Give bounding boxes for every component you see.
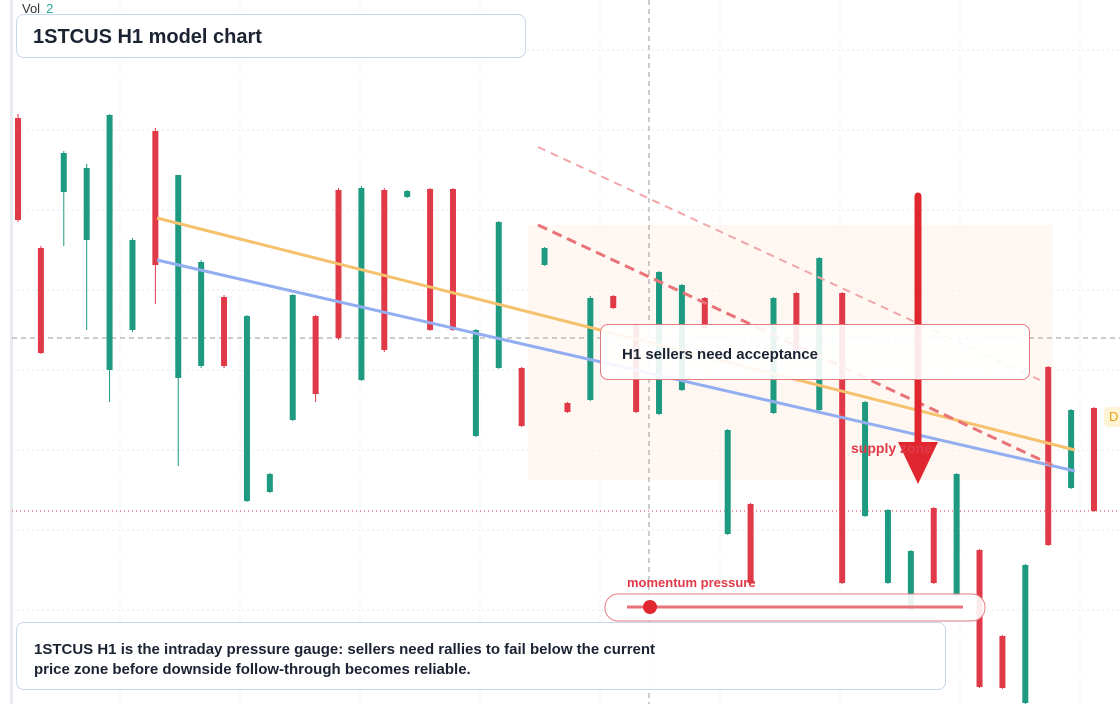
candle-body bbox=[839, 293, 846, 583]
annotation: H1 sellers need acceptance bbox=[622, 346, 818, 363]
candle-body bbox=[495, 222, 502, 368]
candle-body bbox=[427, 189, 434, 330]
chart-title: 1STCUS H1 model chart bbox=[33, 26, 262, 48]
candle-body bbox=[152, 131, 159, 265]
candle-body bbox=[106, 115, 113, 370]
candle-body bbox=[404, 191, 411, 197]
gauge-label: momentum pressure bbox=[627, 575, 756, 590]
candle-body bbox=[1022, 565, 1029, 703]
candle-body bbox=[724, 430, 731, 534]
candle-body bbox=[953, 474, 960, 596]
note-box: 1STCUS H1 is the intraday pressure gauge… bbox=[16, 622, 946, 690]
candle-body bbox=[610, 296, 617, 308]
arrow-head bbox=[898, 442, 938, 484]
candle-body bbox=[243, 316, 250, 501]
title-box: 1STCUS H1 model chart bbox=[16, 14, 526, 58]
left-edge bbox=[10, 0, 13, 704]
candle-body bbox=[312, 316, 319, 394]
candle-body bbox=[793, 293, 800, 350]
candle-body bbox=[381, 190, 388, 350]
candle-body bbox=[83, 168, 90, 240]
candle-body bbox=[15, 118, 21, 220]
candle-body bbox=[541, 248, 548, 265]
note: 1STCUS H1 is the intraday pressure gauge… bbox=[34, 641, 656, 678]
candle-body bbox=[1045, 367, 1052, 545]
annotation-box: H1 sellers need acceptance bbox=[600, 324, 1030, 380]
candle-body bbox=[999, 636, 1006, 688]
volume-legend: Vol 2 bbox=[22, 1, 53, 16]
volume-label: Vol bbox=[22, 1, 41, 16]
channel-line bbox=[537, 223, 1053, 467]
volume-value: 2 bbox=[46, 1, 54, 16]
candle-body bbox=[198, 262, 205, 366]
candle-body bbox=[907, 551, 914, 610]
candle-body bbox=[289, 295, 296, 420]
candle-body bbox=[221, 297, 228, 366]
candle-body bbox=[518, 368, 525, 426]
candle-body bbox=[37, 248, 44, 353]
candle-body bbox=[930, 508, 937, 583]
candles bbox=[15, 114, 1097, 704]
candle-body bbox=[60, 153, 67, 192]
candle-body bbox=[862, 402, 869, 516]
edge-label: D bbox=[1104, 407, 1120, 427]
candle-body bbox=[129, 240, 136, 330]
gauge-knob bbox=[643, 600, 657, 614]
candle-body bbox=[747, 504, 754, 583]
candle-body bbox=[587, 298, 594, 400]
candle-body bbox=[884, 510, 891, 583]
candle-body bbox=[701, 298, 708, 328]
candle-body bbox=[175, 175, 182, 378]
zone-label: supply zone bbox=[851, 440, 932, 456]
candle-body bbox=[358, 188, 365, 380]
candle-body bbox=[472, 330, 479, 436]
candle-body bbox=[1091, 408, 1097, 511]
candle-body bbox=[449, 189, 456, 330]
candle-body bbox=[266, 474, 273, 492]
candle-body bbox=[564, 403, 571, 412]
